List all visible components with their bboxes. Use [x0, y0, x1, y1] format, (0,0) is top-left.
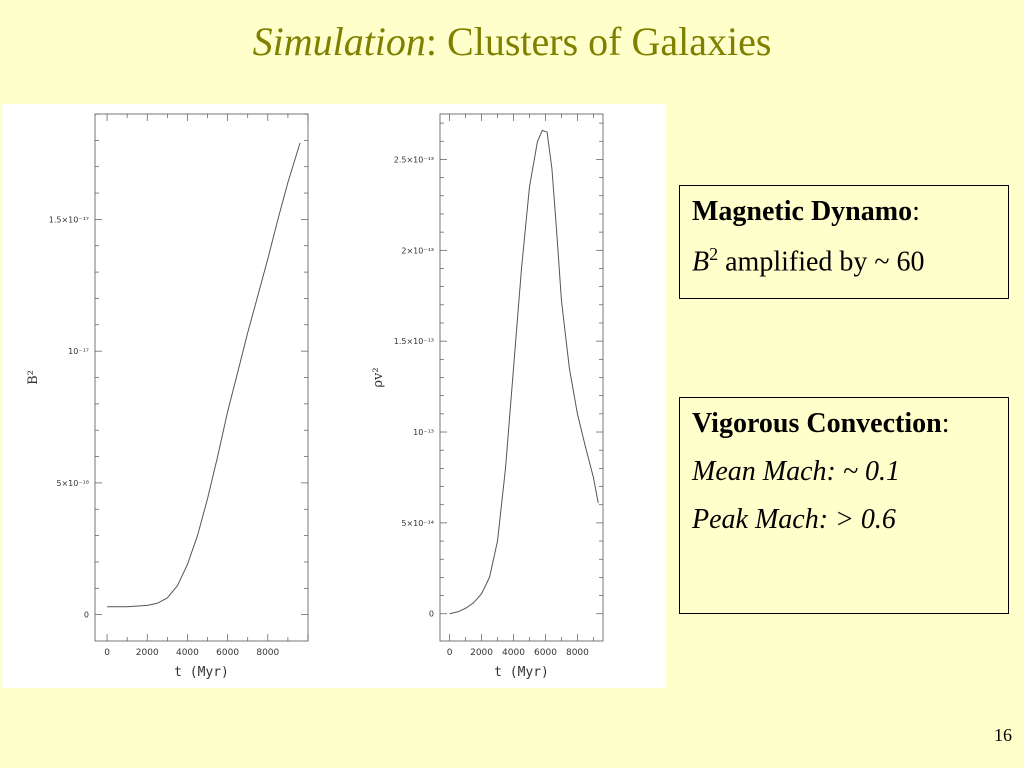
peak-mach: Peak Mach: > 0.6 [692, 504, 996, 536]
slide-title: Simulation: Clusters of Galaxies [0, 18, 1024, 65]
plots-svg: 0 2000 4000 6000 8000 0 5×10⁻¹⁸ 10⁻¹⁷ 1.5×10⁻¹⁷ t… [26, 113, 604, 680]
magnetic-dynamo-box: Magnetic Dynamo: B2 amplified by ~ 60 [679, 185, 1009, 299]
slide-title-rest: : Clusters of Galaxies [425, 19, 772, 64]
x-axis-label: t (Myr) [494, 665, 549, 680]
x-tick-label: 0 [447, 648, 453, 658]
mean-mach-text: Mean Mach: ~ 0.1 [692, 456, 900, 488]
y-tick-label: 1.5×10⁻¹³ [394, 337, 434, 346]
dynamo-exponent: 2 [709, 244, 719, 265]
y-axis-label: B² [26, 370, 41, 385]
dynamo-variable: B [692, 246, 710, 278]
x-tick-label: 6000 [534, 648, 557, 658]
x-tick-label: 8000 [256, 648, 279, 658]
y-tick-label: 10⁻¹⁷ [68, 347, 89, 356]
y-axis-label: ρv² [371, 367, 386, 387]
series-line [449, 129, 599, 615]
y-tick-label: 2×10⁻¹³ [401, 246, 434, 255]
y-tick-label: 1.5×10⁻¹⁷ [49, 215, 89, 224]
dynamo-heading-suffix: : [912, 196, 920, 227]
x-tick-label: 0 [104, 648, 110, 658]
x-tick-label: 6000 [216, 648, 239, 658]
dynamo-heading-line: Magnetic Dynamo: [692, 196, 996, 228]
plot-frame [439, 113, 604, 642]
x-tick-label: 2000 [136, 648, 159, 658]
convection-heading: Vigorous Convection [692, 408, 942, 439]
slide-title-italic: Simulation [252, 19, 426, 64]
page-number: 16 [994, 725, 1012, 745]
x-tick-label: 4000 [176, 648, 199, 658]
x-axis-label: t (Myr) [174, 665, 229, 680]
y-tick-label: 2.5×10⁻¹³ [394, 155, 434, 164]
plot-frame [94, 113, 309, 642]
dynamo-amplification: B2 amplified by ~ 60 [692, 244, 996, 279]
vigorous-convection-box: Vigorous Convection: Mean Mach: ~ 0.1 Pe… [679, 397, 1009, 614]
dynamo-amplification-text: amplified by ~ 60 [718, 246, 925, 278]
y-tick-label: 0 [429, 610, 434, 619]
x-tick-label: 4000 [502, 648, 525, 658]
convection-heading-suffix: : [941, 408, 950, 439]
y-tick-label: 5×10⁻¹⁸ [56, 479, 89, 488]
convection-heading-line: Vigorous Convection: [692, 408, 996, 440]
y-tick-label: 10⁻¹³ [413, 428, 434, 437]
x-tick-label: 2000 [470, 648, 493, 658]
dynamo-heading: Magnetic Dynamo [692, 196, 913, 227]
x-tick-label: 8000 [566, 648, 589, 658]
y-tick-label: 5×10⁻¹⁴ [401, 519, 434, 528]
peak-mach-text: Peak Mach: > 0.6 [692, 504, 896, 536]
mean-mach: Mean Mach: ~ 0.1 [692, 456, 996, 488]
simulation-plots: 0 2000 4000 6000 8000 0 5×10⁻¹⁸ 10⁻¹⁷ 1.5×10⁻¹⁷ t… [2, 104, 666, 688]
series-line [107, 142, 301, 608]
y-tick-label: 0 [84, 611, 89, 620]
